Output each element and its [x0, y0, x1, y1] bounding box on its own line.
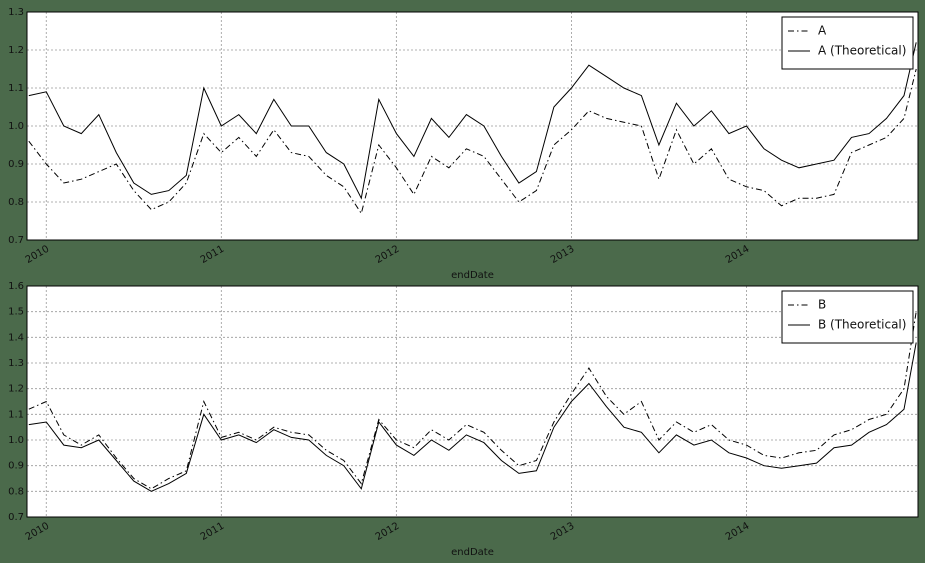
axes-frame — [26, 11, 919, 241]
y-tick-label: 0.7 — [8, 235, 24, 246]
legend-label: B — [818, 298, 826, 312]
y-tick-label: 1.3 — [8, 7, 24, 18]
x-axis-label: endDate — [451, 270, 494, 281]
x-tick-label: 2013 — [549, 244, 577, 266]
legend-box — [781, 290, 914, 344]
y-tick-label: 0.8 — [8, 197, 24, 208]
legend-label: A — [818, 24, 827, 38]
y-tick-label: 1.2 — [8, 384, 24, 395]
series-line — [28, 311, 917, 490]
series-line — [28, 342, 917, 492]
series-line — [28, 42, 917, 200]
y-tick-label: 0.7 — [8, 512, 24, 523]
x-tick-label: 2013 — [549, 521, 577, 543]
legend-box — [781, 16, 914, 70]
x-tick-label: 2010 — [24, 244, 52, 266]
x-tick-label: 2012 — [374, 244, 402, 266]
y-tick-label: 1.0 — [8, 121, 24, 132]
y-tick-label: 1.0 — [8, 435, 24, 446]
x-axis-label: endDate — [451, 547, 494, 558]
x-tick-label: 2011 — [199, 244, 227, 266]
x-tick-label: 2011 — [199, 521, 227, 543]
axes-frame — [26, 285, 919, 518]
y-tick-label: 0.8 — [8, 486, 24, 497]
y-tick-label: 1.4 — [8, 332, 24, 343]
y-tick-label: 0.9 — [8, 461, 24, 472]
y-tick-label: 1.3 — [8, 358, 24, 369]
plot-area — [27, 286, 918, 517]
legend-label: A (Theoretical) — [818, 44, 906, 58]
x-tick-label: 2010 — [24, 521, 52, 543]
x-tick-label: 2012 — [374, 521, 402, 543]
legend-label: B (Theoretical) — [818, 318, 906, 332]
y-tick-label: 1.5 — [8, 307, 24, 318]
y-tick-label: 1.1 — [8, 409, 24, 420]
y-tick-label: 1.2 — [8, 45, 24, 56]
y-tick-label: 1.1 — [8, 83, 24, 94]
y-tick-label: 1.6 — [8, 281, 24, 292]
y-tick-label: 0.9 — [8, 159, 24, 170]
x-tick-label: 2014 — [724, 521, 752, 543]
x-tick-label: 2014 — [724, 244, 752, 266]
